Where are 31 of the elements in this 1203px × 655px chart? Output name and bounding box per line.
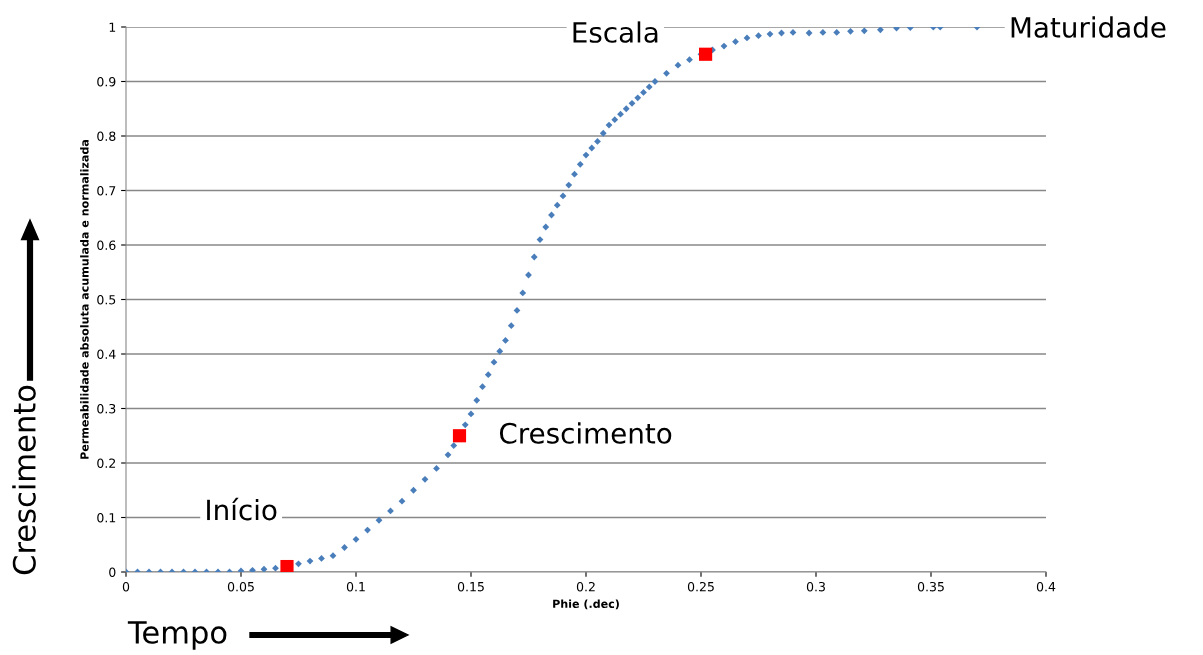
y-tick-label: 0.7 (97, 185, 116, 196)
x-axis-title: Phie (.dec) (553, 599, 619, 610)
x-tick-label: 0.05 (227, 581, 254, 592)
text: Tempo (127, 621, 227, 650)
y-tick-label: 0 (109, 567, 116, 577)
point (699, 47, 713, 61)
y-tick-label: 0.8 (97, 131, 116, 141)
x-tick-label: 0.15 (457, 581, 484, 592)
x-tick-label: 0.25 (687, 581, 714, 592)
y-axis-title: Permeabilidade absoluta acumulada e normalizada (80, 140, 89, 459)
y-tick-label: 0.3 (97, 403, 116, 414)
annotation: Escala (573, 21, 658, 43)
y-tick-label: 0.6 (97, 240, 116, 250)
text: Crescimento (12, 385, 36, 575)
x-tick-label: 0.2 (576, 581, 595, 592)
y-tick-label: 0.9 (97, 76, 116, 87)
annotation: Início (207, 497, 277, 521)
y-tick-label: 0.4 (97, 349, 116, 359)
annotation: Maturidade (1011, 16, 1166, 38)
x-tick-label: 0.4 (1036, 581, 1056, 592)
point (280, 559, 294, 572)
y-tick-label: 1 (109, 22, 116, 32)
point (452, 429, 467, 443)
x-tick-label: 0 (122, 581, 130, 592)
annotation: Crescimento (499, 422, 672, 444)
x-tick-label: 0.1 (346, 581, 365, 592)
x-tick-label: 0.3 (806, 581, 825, 592)
y-tick-label: 0.2 (97, 458, 116, 468)
y-tick-label: 0.1 (97, 512, 116, 523)
x-tick-label: 0.35 (917, 581, 944, 592)
y-tick-label: 0.5 (97, 294, 116, 305)
